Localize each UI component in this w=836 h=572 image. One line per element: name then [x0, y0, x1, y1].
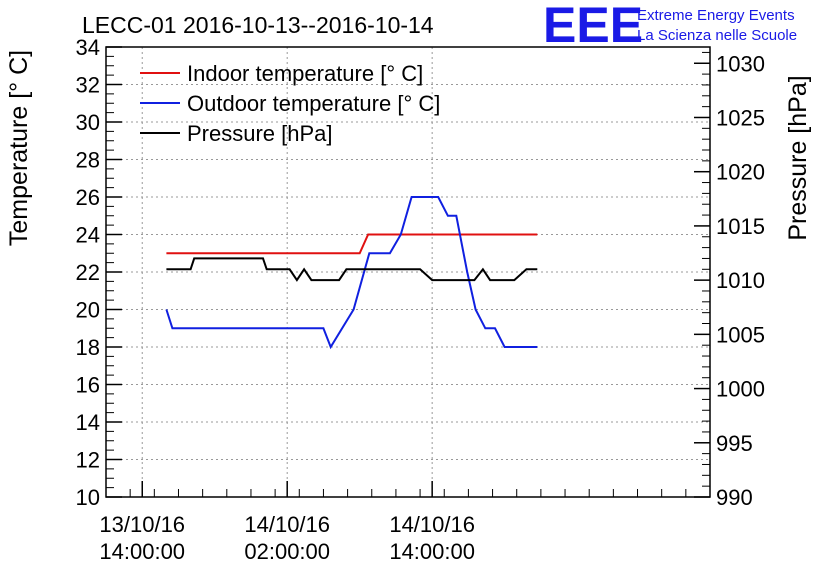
logo-line-1: Extreme Energy Events [637, 7, 795, 24]
series-layer [165, 196, 538, 350]
x-tick-date: 13/10/16 [99, 512, 185, 537]
x-tick-time: 14:00:00 [99, 539, 185, 564]
y2-tick-label: 1025 [716, 105, 765, 130]
y-tick-label: 10 [76, 485, 100, 510]
legend: Indoor temperature [° C] Outdoor temperat… [140, 61, 440, 146]
legend-label: Pressure [hPa] [187, 121, 333, 146]
x-tick-date: 14/10/16 [389, 512, 475, 537]
left-axis: 10 12 14 16 18 20 22 24 26 28 30 32 34 [76, 35, 122, 510]
x-tick-time: 02:00:00 [244, 539, 330, 564]
series-line-2 [165, 196, 538, 350]
y-tick-label: 24 [76, 223, 100, 248]
y2-tick-label: 1010 [716, 268, 765, 293]
series-line-3 [166, 257, 538, 282]
y2-tick-label: 990 [716, 485, 753, 510]
x-tick-date: 14/10/16 [244, 512, 330, 537]
y2-axis-title: Pressure [hPa] [784, 75, 812, 240]
right-axis: 990 995 1000 1005 1010 1015 1020 1025 1030 [694, 51, 765, 510]
y2-tick-label: 995 [716, 431, 753, 456]
y2-tick-label: 1030 [716, 51, 765, 76]
y-tick-label: 32 [76, 73, 100, 98]
y-tick-label: 18 [76, 335, 100, 360]
bottom-axis: 13/10/1614:00:0014/10/1602:00:0014/10/16… [99, 481, 711, 564]
y2-tick-label: 1020 [716, 160, 765, 185]
y2-tick-label: 1005 [716, 322, 765, 347]
y-tick-label: 20 [76, 298, 100, 323]
logo-mark: EEE [543, 0, 643, 53]
y-tick-label: 22 [76, 260, 100, 285]
x-tick-time: 14:00:00 [389, 539, 475, 564]
series-line-1 [166, 233, 538, 255]
eee-logo: EEE Extreme Energy Events La Scienza nel… [543, 0, 797, 53]
y-tick-label: 28 [76, 148, 100, 173]
y2-tick-label: 1000 [716, 377, 765, 402]
legend-label: Indoor temperature [° C] [187, 61, 423, 86]
y-tick-label: 12 [76, 448, 100, 473]
y-tick-label: 16 [76, 373, 100, 398]
y-axis-title: Temperature [° C] [5, 50, 33, 246]
y-tick-label: 26 [76, 185, 100, 210]
chart-title: LECC-01 2016-10-13--2016-10-14 [82, 12, 434, 38]
y2-tick-label: 1015 [716, 214, 765, 239]
logo-line-2: La Scienza nelle Scuole [637, 27, 797, 44]
y-tick-label: 14 [76, 410, 100, 435]
y-tick-label: 30 [76, 110, 100, 135]
legend-label: Outdoor temperature [° C] [187, 91, 440, 116]
y-tick-label: 34 [76, 35, 100, 60]
